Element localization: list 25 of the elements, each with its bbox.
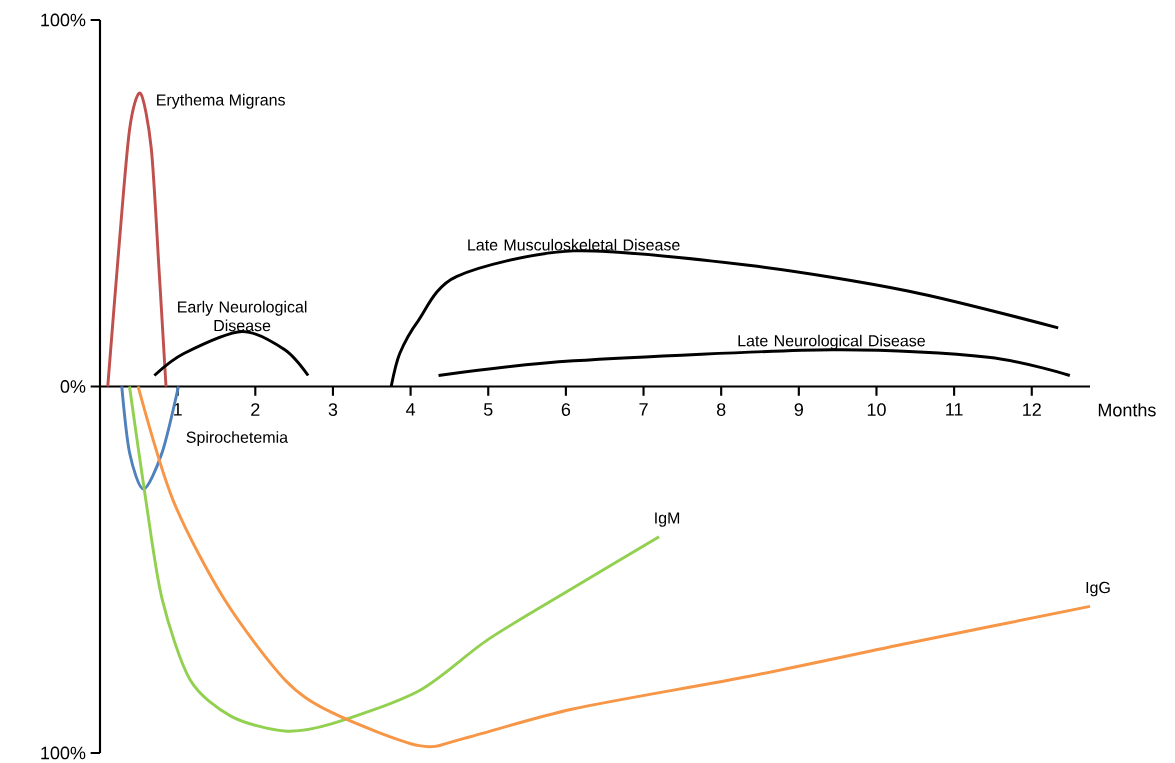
x-tick-label: 10 [867,403,886,416]
x-tick-label: 3 [328,403,338,416]
line-series [152,330,310,377]
line-series [437,348,1072,377]
series-label: Late Neurological Disease [738,334,925,350]
y-tick-label: 0% [60,380,86,393]
x-tick-label: 6 [561,403,571,416]
x-tick-label: 4 [406,403,416,416]
series-label: IgM [655,512,680,527]
x-tick-label: 1 [174,403,182,416]
y-tick-label: 100% [41,746,86,760]
series-label: Early Neurological Disease [178,300,307,332]
x-tick-label: 9 [794,403,803,416]
x-tick-label: 7 [639,403,648,416]
series-label: Late Musculoskeletal Disease [468,238,680,251]
x-tick-label: 5 [483,403,493,416]
series-label: IgG [1086,581,1110,597]
series-label: Erythema Migrans [157,93,285,109]
x-tick-label: 12 [1023,403,1041,416]
y-tick-label: 100% [41,13,86,27]
x-tick-label: 2 [251,403,260,416]
x-axis-title: Months [1098,403,1156,417]
x-tick-label: 8 [716,403,726,416]
x-tick-label: 11 [946,403,963,416]
series-label: Spirochetemia [186,431,289,447]
